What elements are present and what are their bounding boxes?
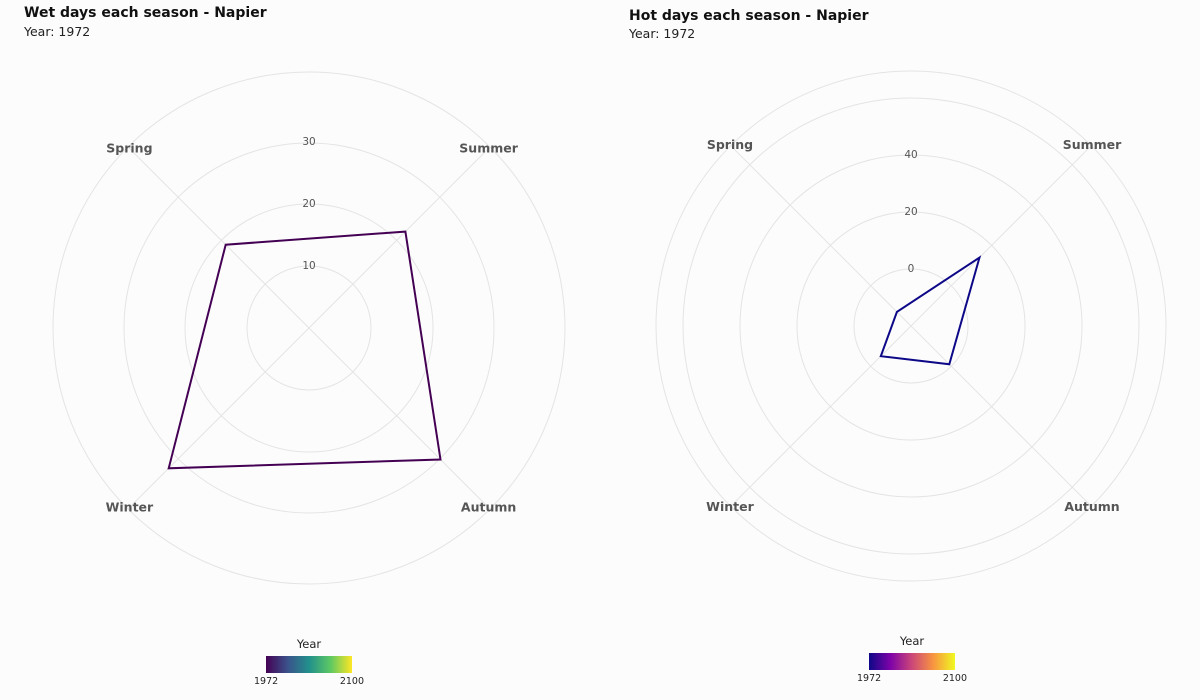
grid-ring [184, 203, 434, 453]
grid-ring [739, 154, 1083, 498]
legend-title: Year [899, 634, 925, 648]
grid-ring [52, 71, 566, 585]
axis-label-spring: Spring [707, 137, 753, 152]
radial-tick-label: 20 [302, 198, 315, 210]
grid-ring [853, 268, 969, 384]
axis-label-summer: Summer [1063, 137, 1122, 152]
grid-ring [123, 142, 495, 514]
axis-spoke [730, 145, 912, 327]
radar-grid [655, 70, 1167, 582]
legend-max-label: 2100 [942, 673, 967, 684]
axis-spoke [910, 145, 1092, 327]
axis-spoke [308, 146, 491, 329]
radial-tick-label: 10 [302, 260, 315, 272]
chart-subtitle: Year: 1972 [629, 26, 696, 41]
wet-days-chart-panel: Wet days each season - Napier Year: 1972… [24, 5, 566, 690]
axis-label-winter: Winter [106, 500, 154, 515]
legend-min-label: 1972 [857, 673, 882, 684]
chart-subtitle: Year: 1972 [24, 24, 91, 39]
axis-label-autumn: Autumn [1064, 499, 1119, 514]
year-color-bar [869, 653, 955, 670]
chart-title: Hot days each season - Napier [629, 8, 869, 24]
grid-ring [655, 70, 1167, 582]
grid-ring [682, 97, 1140, 555]
radial-tick-label: 20 [904, 206, 917, 218]
year-legend: Year 1972 2100 [842, 633, 982, 687]
year-color-bar [266, 656, 352, 673]
radial-tick-label: 30 [302, 136, 315, 148]
axis-spoke [910, 325, 1092, 507]
grid-ring [796, 211, 1026, 441]
wet-days-radar-plot: 10 20 30 Summer Autumn Winter Spring [52, 71, 566, 585]
axis-spoke [308, 327, 491, 510]
axis-label-autumn: Autumn [461, 500, 516, 515]
legend-max-label: 2100 [339, 676, 364, 687]
chart-title: Wet days each season - Napier [24, 5, 267, 21]
axis-label-spring: Spring [106, 140, 152, 155]
axis-spoke [730, 325, 912, 507]
radial-tick-label: 40 [904, 149, 917, 161]
grid-ring [246, 265, 372, 391]
legend-min-label: 1972 [254, 676, 279, 687]
axis-spoke [127, 327, 310, 510]
hot-days-chart-panel: Hot days each season - Napier Year: 1972… [600, 0, 1200, 700]
year-legend: Year 1972 2100 [239, 636, 379, 690]
axis-label-winter: Winter [706, 499, 754, 514]
hot-days-radar-plot: 0 20 40 Summer Autumn Winter Spring [655, 70, 1167, 582]
axis-spoke [127, 146, 310, 329]
axis-label-summer: Summer [459, 140, 518, 155]
radar-grid [52, 71, 566, 585]
legend-title: Year [296, 637, 322, 651]
radial-tick-label: 0 [908, 263, 915, 275]
